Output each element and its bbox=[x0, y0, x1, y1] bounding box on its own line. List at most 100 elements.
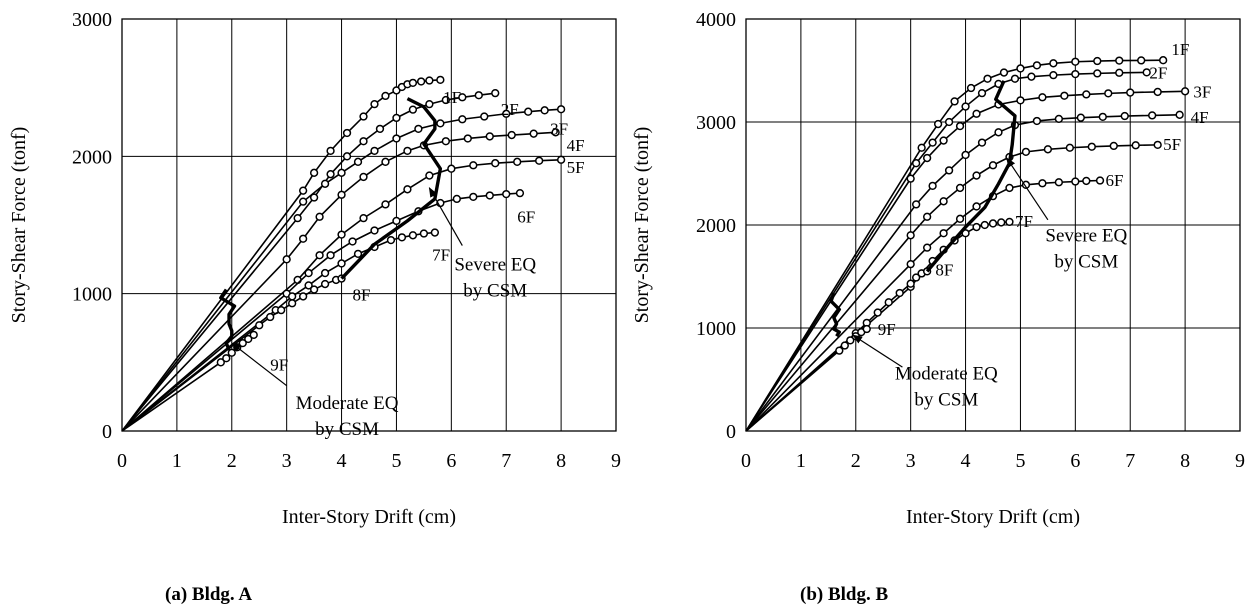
data-point-1F bbox=[359, 112, 368, 121]
data-point-3F bbox=[436, 119, 445, 128]
data-point-2F bbox=[425, 99, 434, 109]
data-point-8F bbox=[266, 312, 275, 322]
data-point-7F bbox=[988, 219, 998, 228]
data-point-6F bbox=[906, 259, 915, 269]
data-point-8F bbox=[320, 279, 330, 289]
data-point-7F bbox=[972, 222, 981, 232]
x-tick-label: 8 bbox=[1180, 450, 1190, 472]
floor-label-1F: 1F bbox=[1171, 40, 1189, 59]
data-point-4F bbox=[463, 134, 472, 143]
data-point-8F bbox=[906, 279, 915, 288]
y-tick-label: 3000 bbox=[696, 112, 736, 134]
severe-eq-annotation: Severe EQ bbox=[454, 254, 536, 275]
x-tick-label: 7 bbox=[501, 450, 511, 472]
data-point-3F bbox=[298, 197, 308, 206]
data-point-4F bbox=[507, 130, 516, 140]
x-tick-label: 7 bbox=[1125, 450, 1135, 472]
moderate-eq-annotation: by CSM bbox=[315, 419, 379, 440]
moderate-eq-arrow bbox=[852, 334, 903, 368]
floor-label-5F: 5F bbox=[1163, 135, 1181, 154]
data-point-4F bbox=[912, 200, 921, 209]
data-point-6F bbox=[326, 251, 335, 260]
chart-panel-2: 0 1 2 3 4 5 6 7 8 9 0 1000 2000 3000 4000 Inter-Story D… bbox=[631, 9, 1245, 605]
data-point-7F bbox=[997, 218, 1006, 227]
data-point-2F bbox=[342, 152, 352, 161]
severe-eq-annotation: by CSM bbox=[1054, 251, 1118, 272]
data-point-5F bbox=[1109, 141, 1118, 151]
x-tick-label: 0 bbox=[741, 450, 751, 472]
severe-eq-curve bbox=[340, 97, 443, 280]
data-point-5F bbox=[922, 212, 932, 221]
data-point-2F bbox=[1010, 74, 1020, 83]
data-point-8F bbox=[873, 308, 882, 317]
data-point-6F bbox=[515, 188, 525, 198]
data-point-4F bbox=[485, 132, 494, 141]
data-point-1F bbox=[381, 91, 390, 101]
data-point-1F bbox=[309, 168, 319, 177]
severe-eq-annotation: Severe EQ bbox=[1045, 225, 1127, 246]
x-tick-label: 2 bbox=[227, 450, 237, 472]
floor-label-6F: 6F bbox=[517, 207, 535, 226]
y-tick-label: 1000 bbox=[72, 284, 112, 306]
floor-label-5F: 5F bbox=[567, 158, 585, 177]
floor-label-6F: 6F bbox=[1106, 171, 1124, 190]
data-point-3F bbox=[392, 134, 401, 143]
data-point-2F bbox=[912, 159, 921, 168]
data-point-3F bbox=[540, 106, 549, 115]
data-point-1F bbox=[416, 77, 426, 86]
data-point-3F bbox=[414, 124, 423, 134]
floor-label-4F: 4F bbox=[1191, 108, 1209, 127]
floor-label-4F: 4F bbox=[567, 136, 585, 155]
data-point-9F bbox=[862, 324, 871, 334]
data-point-6F bbox=[452, 194, 461, 204]
data-point-6F bbox=[485, 191, 494, 200]
data-point-4F bbox=[551, 128, 560, 137]
data-point-9F bbox=[249, 330, 258, 340]
moderate-eq-curve bbox=[829, 292, 842, 338]
data-point-6F bbox=[1082, 176, 1091, 186]
data-point-3F bbox=[906, 174, 915, 183]
data-point-4F bbox=[977, 138, 987, 147]
data-point-8F bbox=[298, 292, 308, 301]
x-tick-label: 1 bbox=[796, 450, 806, 472]
data-point-2F bbox=[309, 193, 319, 202]
data-point-7F bbox=[337, 259, 346, 268]
x-axis-title: Inter-Story Drift (cm) bbox=[282, 506, 456, 528]
data-point-9F bbox=[244, 334, 253, 344]
data-point-1F bbox=[933, 119, 943, 129]
moderate-eq-annotation: Moderate EQ bbox=[296, 393, 399, 414]
data-point-1F bbox=[370, 99, 379, 109]
x-tick-label: 2 bbox=[851, 450, 861, 472]
floor-label-7F: 7F bbox=[1015, 212, 1033, 231]
data-point-4F bbox=[1148, 111, 1157, 120]
data-point-6F bbox=[1005, 183, 1014, 193]
data-point-9F bbox=[227, 348, 236, 357]
data-point-4F bbox=[994, 128, 1003, 137]
data-point-4F bbox=[359, 172, 368, 182]
data-point-6F bbox=[502, 189, 511, 199]
data-point-3F bbox=[1153, 87, 1162, 97]
severe-eq-curve bbox=[925, 80, 1017, 273]
floor-label-7F: 7F bbox=[432, 246, 450, 265]
data-point-5F bbox=[469, 161, 478, 170]
data-point-4F bbox=[928, 181, 937, 191]
floor-label-2F: 2F bbox=[1149, 64, 1167, 83]
data-point-3F bbox=[1180, 87, 1190, 96]
data-point-5F bbox=[337, 230, 346, 239]
y-tick-label: 1000 bbox=[696, 318, 736, 340]
data-point-4F bbox=[315, 212, 324, 221]
data-point-3F bbox=[1082, 90, 1091, 99]
floor-label-3F: 3F bbox=[1193, 82, 1211, 101]
data-point-8F bbox=[895, 288, 904, 298]
moderate-eq-arrow bbox=[230, 342, 288, 387]
chart-panel-1: 0 1 2 3 4 5 6 7 8 9 0 1000 2000 3000 Inter-Story Drift… bbox=[8, 9, 621, 605]
data-point-3F bbox=[1016, 96, 1025, 105]
data-point-7F bbox=[288, 292, 297, 301]
data-point-1F bbox=[1049, 59, 1058, 68]
x-tick-label: 5 bbox=[1015, 450, 1025, 472]
data-point-5F bbox=[403, 185, 412, 194]
data-point-4F bbox=[1120, 111, 1129, 121]
data-point-3F bbox=[1104, 89, 1113, 98]
data-point-2F bbox=[359, 137, 368, 146]
